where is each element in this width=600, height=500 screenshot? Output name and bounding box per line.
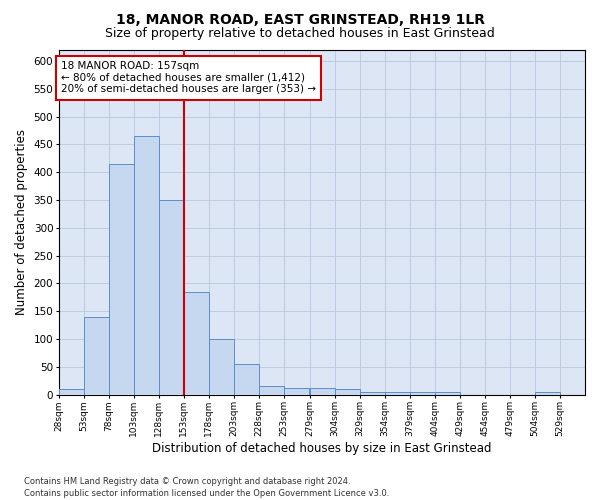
- Bar: [385, 392, 410, 394]
- Bar: [59, 389, 84, 394]
- Bar: [360, 392, 385, 394]
- Bar: [435, 392, 460, 394]
- Bar: [209, 339, 234, 394]
- Bar: [134, 136, 159, 394]
- X-axis label: Distribution of detached houses by size in East Grinstead: Distribution of detached houses by size …: [152, 442, 491, 455]
- Y-axis label: Number of detached properties: Number of detached properties: [15, 130, 28, 316]
- Text: Size of property relative to detached houses in East Grinstead: Size of property relative to detached ho…: [105, 28, 495, 40]
- Bar: [84, 316, 109, 394]
- Bar: [259, 386, 284, 394]
- Bar: [284, 388, 309, 394]
- Bar: [310, 388, 335, 394]
- Text: 18 MANOR ROAD: 157sqm
← 80% of detached houses are smaller (1,412)
20% of semi-d: 18 MANOR ROAD: 157sqm ← 80% of detached …: [61, 61, 316, 94]
- Text: 18, MANOR ROAD, EAST GRINSTEAD, RH19 1LR: 18, MANOR ROAD, EAST GRINSTEAD, RH19 1LR: [115, 12, 485, 26]
- Bar: [184, 292, 209, 395]
- Bar: [234, 364, 259, 394]
- Bar: [410, 392, 435, 394]
- Bar: [335, 389, 360, 394]
- Bar: [159, 200, 184, 394]
- Text: Contains HM Land Registry data © Crown copyright and database right 2024.
Contai: Contains HM Land Registry data © Crown c…: [24, 476, 389, 498]
- Bar: [535, 392, 560, 394]
- Bar: [109, 164, 134, 394]
